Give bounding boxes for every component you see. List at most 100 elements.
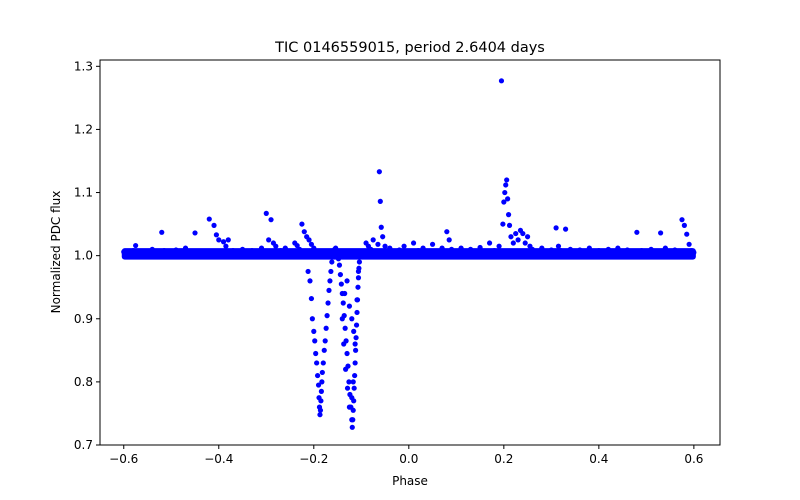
data-point	[309, 316, 315, 322]
data-point	[317, 407, 324, 413]
data-point	[562, 226, 569, 232]
x-axis-label: Phase	[392, 474, 428, 488]
data-point	[463, 249, 469, 256]
data-point	[319, 379, 325, 385]
x-tick-label: −0.4	[204, 452, 233, 466]
data-point	[355, 275, 362, 281]
data-point	[306, 237, 312, 243]
data-point	[376, 169, 382, 175]
data-point	[346, 404, 353, 410]
plot-frame	[99, 59, 721, 446]
data-point	[320, 360, 326, 366]
data-point	[182, 245, 189, 251]
data-point	[506, 222, 513, 228]
data-point	[415, 248, 421, 254]
data-point	[178, 250, 184, 256]
data-point	[197, 248, 203, 254]
data-point	[448, 246, 455, 252]
data-point	[503, 182, 509, 188]
data-point	[299, 221, 305, 227]
data-point	[140, 248, 146, 254]
data-point	[173, 247, 179, 253]
data-point	[314, 360, 320, 366]
data-point	[667, 249, 673, 255]
x-tick-label: 0.6	[684, 452, 703, 466]
data-point	[311, 245, 317, 251]
data-point	[273, 243, 279, 249]
data-point	[567, 246, 573, 252]
data-point	[467, 246, 474, 252]
data-point	[539, 245, 545, 251]
data-point	[352, 360, 358, 366]
data-point	[615, 245, 621, 251]
data-point	[213, 232, 219, 238]
data-point	[429, 241, 436, 247]
data-point	[349, 316, 355, 322]
data-point	[444, 229, 450, 235]
data-point	[326, 287, 332, 293]
data-point	[125, 250, 132, 256]
data-point	[341, 341, 347, 347]
data-point	[653, 250, 659, 256]
data-point	[401, 243, 407, 249]
data-point	[620, 249, 626, 256]
data-point	[498, 78, 505, 84]
data-point	[263, 210, 269, 216]
data-point	[610, 249, 616, 255]
data-point	[301, 229, 307, 235]
data-point	[353, 322, 360, 328]
data-point	[144, 250, 151, 256]
y-tick-label: 1.3	[74, 59, 93, 73]
data-point	[133, 242, 139, 249]
data-point	[420, 245, 426, 251]
data-point	[354, 297, 360, 303]
data-point	[391, 249, 398, 256]
data-point	[354, 309, 360, 316]
data-point	[130, 248, 136, 254]
data-point	[307, 278, 313, 284]
data-point	[500, 221, 506, 227]
data-point	[346, 303, 353, 309]
data-point	[315, 382, 322, 388]
data-point	[323, 325, 329, 331]
data-point	[508, 234, 514, 240]
y-axis-label: Normalized PDC flux	[49, 191, 63, 314]
data-point	[496, 243, 502, 249]
data-point	[235, 249, 241, 256]
data-point	[350, 417, 356, 423]
data-point	[244, 250, 250, 256]
data-point	[658, 230, 664, 236]
data-point	[319, 369, 325, 376]
data-point	[312, 338, 318, 344]
data-point	[230, 248, 236, 254]
data-point	[453, 249, 459, 255]
data-point	[482, 249, 488, 256]
data-point	[294, 242, 300, 249]
data-point	[581, 249, 588, 255]
y-tick-label: 1.0	[74, 249, 93, 263]
data-point	[305, 268, 311, 275]
y-tick-label: 1.2	[74, 122, 93, 136]
data-point	[529, 246, 535, 252]
data-point	[121, 249, 127, 255]
x-tick-label: 0.2	[494, 452, 513, 466]
data-point	[357, 254, 363, 260]
data-point	[596, 248, 602, 254]
data-point	[225, 237, 231, 243]
data-point	[336, 262, 343, 268]
data-point	[313, 350, 319, 357]
data-point	[352, 341, 358, 347]
data-point	[254, 249, 260, 255]
data-point	[325, 300, 331, 306]
data-point	[314, 372, 321, 379]
data-point	[679, 217, 685, 223]
data-point	[353, 335, 359, 341]
data-point	[477, 244, 483, 251]
data-point	[258, 245, 265, 251]
data-point	[524, 234, 531, 240]
data-point	[555, 243, 562, 249]
data-point	[329, 259, 335, 265]
x-axis: −0.6 −0.4 −0.2 0.0 0.2 0.4 0.6	[109, 445, 703, 466]
data-point	[322, 338, 328, 344]
